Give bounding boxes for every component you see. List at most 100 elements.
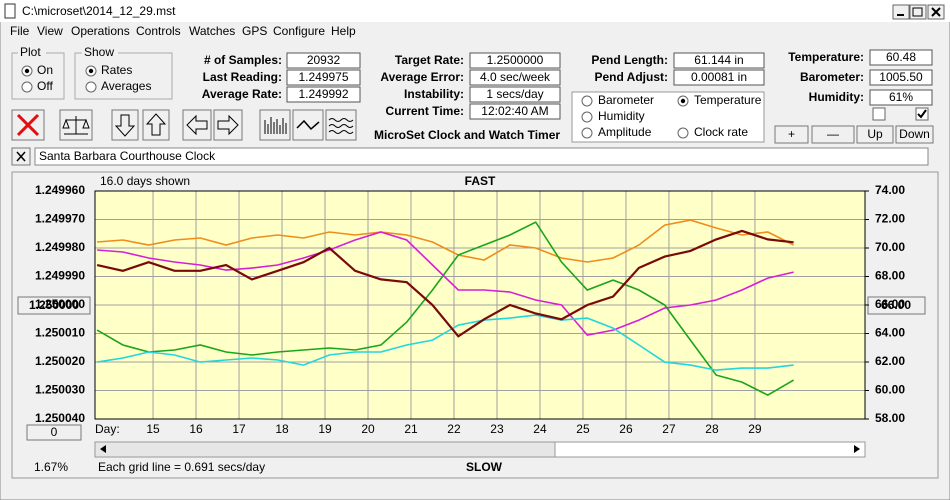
checkbox[interactable] (872, 107, 886, 121)
grid-note: Each grid line = 0.691 secs/day (98, 460, 265, 474)
series-line (96, 229, 794, 338)
radio-button[interactable] (21, 81, 33, 93)
button[interactable] (811, 125, 855, 144)
field-label: Barometer: (800, 70, 864, 84)
y-tick-label: 1.250000 (35, 297, 85, 311)
clear-name-icon (16, 151, 26, 162)
radio-label[interactable]: Averages (101, 79, 151, 93)
percent-label: 1.67% (34, 460, 68, 474)
radio-label[interactable]: Rates (101, 63, 132, 77)
field-label: Instability: (404, 87, 464, 101)
down-icon (114, 114, 136, 137)
show-group-label: Show (84, 45, 114, 59)
field-box (673, 52, 765, 69)
center-left-button[interactable] (17, 296, 91, 315)
legend-label[interactable]: Barometer (598, 93, 654, 107)
legend-label[interactable]: Clock rate (694, 125, 748, 139)
x-tick-label: 23 (490, 422, 504, 436)
y2-tick-label: 62.00 (875, 354, 905, 368)
center-right-label: 66.00 (881, 298, 911, 312)
left-button[interactable] (182, 109, 212, 141)
menu-item[interactable]: Configure (273, 24, 325, 38)
fast-label: FAST (465, 174, 496, 188)
menu-item[interactable]: Watches (189, 24, 235, 38)
button[interactable] (895, 125, 934, 144)
toolbar (11, 109, 357, 141)
radio-button[interactable] (581, 127, 593, 139)
menu-item[interactable]: Controls (136, 24, 181, 38)
field-value: 61.144 in (694, 53, 743, 67)
plot-border (94, 190, 866, 420)
close-glyph (931, 7, 941, 17)
series-line (97, 219, 794, 263)
wave-icon (328, 118, 354, 134)
x-tick-label: 21 (404, 422, 418, 436)
field-box (469, 86, 561, 103)
app-name: MicroSet Clock and Watch Timer (374, 128, 560, 142)
series-line (96, 314, 794, 371)
clock-name-box[interactable] (34, 147, 929, 166)
scroll-button[interactable] (26, 424, 82, 441)
y-tick-label: 1.249960 (35, 183, 85, 197)
y-tick-label: 1.250040 (35, 411, 85, 425)
radio-label[interactable]: Off (37, 79, 53, 93)
field-box (469, 103, 561, 120)
radio-dot (88, 68, 94, 74)
maximize-button[interactable] (909, 4, 927, 20)
radio-button[interactable] (85, 81, 97, 93)
legend-label[interactable]: Humidity (598, 109, 645, 123)
field-box (469, 52, 561, 69)
series-line (96, 221, 795, 397)
radio-dot (24, 68, 30, 74)
field-box (869, 69, 933, 86)
field-value: 0.00081 in (691, 70, 747, 84)
y2-tick-label: 72.00 (875, 212, 905, 226)
slow-label: SLOW (466, 460, 503, 474)
menu-item[interactable]: Help (331, 24, 356, 38)
field-label: Pend Length: (591, 53, 668, 67)
button[interactable] (856, 125, 894, 144)
radio-button[interactable] (677, 127, 689, 139)
y2-tick-label: 70.00 (875, 240, 905, 254)
menu-item[interactable]: File (10, 24, 30, 38)
y-tick-label: 1.249990 (35, 269, 85, 283)
window-controls[interactable] (892, 4, 945, 20)
radio-button[interactable] (581, 95, 593, 107)
field-value: 1.249992 (298, 87, 348, 101)
legend-label[interactable]: Temperature (694, 93, 762, 107)
field-box (869, 89, 933, 106)
button-label: + (788, 127, 795, 141)
show-groupbox (74, 52, 173, 100)
scrollbar-thumb[interactable] (94, 441, 556, 458)
field-value: 1.2500000 (487, 53, 544, 67)
field-label: Humidity: (809, 90, 864, 104)
days-shown: 16.0 days shown (100, 174, 190, 188)
field-label: Last Reading: (203, 70, 282, 84)
x-tick-label: 22 (447, 422, 461, 436)
x-tick-label: 15 (146, 422, 160, 436)
button[interactable] (774, 125, 809, 144)
radio-label[interactable]: On (37, 63, 53, 77)
x-tick-label: 20 (361, 422, 375, 436)
menu-item[interactable]: GPS (242, 24, 267, 38)
x-tick-label: 24 (533, 422, 547, 436)
menu-item[interactable]: Operations (71, 24, 130, 38)
maximize-glyph (912, 7, 923, 17)
y2-tick-label: 66.00 (875, 297, 905, 311)
x-tick-label: 18 (275, 422, 289, 436)
menu-item[interactable]: View (37, 24, 63, 38)
field-value: 1005.50 (879, 70, 923, 84)
clock-name: Santa Barbara Courthouse Clock (39, 149, 216, 163)
x-tick-label: 28 (705, 422, 719, 436)
radio-dot (680, 98, 686, 104)
y2-tick-label: 58.00 (875, 411, 905, 425)
minimize-button[interactable] (892, 4, 910, 20)
button-label: — (827, 127, 839, 141)
x-tick-label: 26 (619, 422, 633, 436)
right-button[interactable] (213, 109, 243, 141)
legend-label[interactable]: Amplitude (598, 125, 652, 139)
radio-button[interactable] (581, 111, 593, 123)
y-tick-label: 1.249970 (35, 212, 85, 226)
